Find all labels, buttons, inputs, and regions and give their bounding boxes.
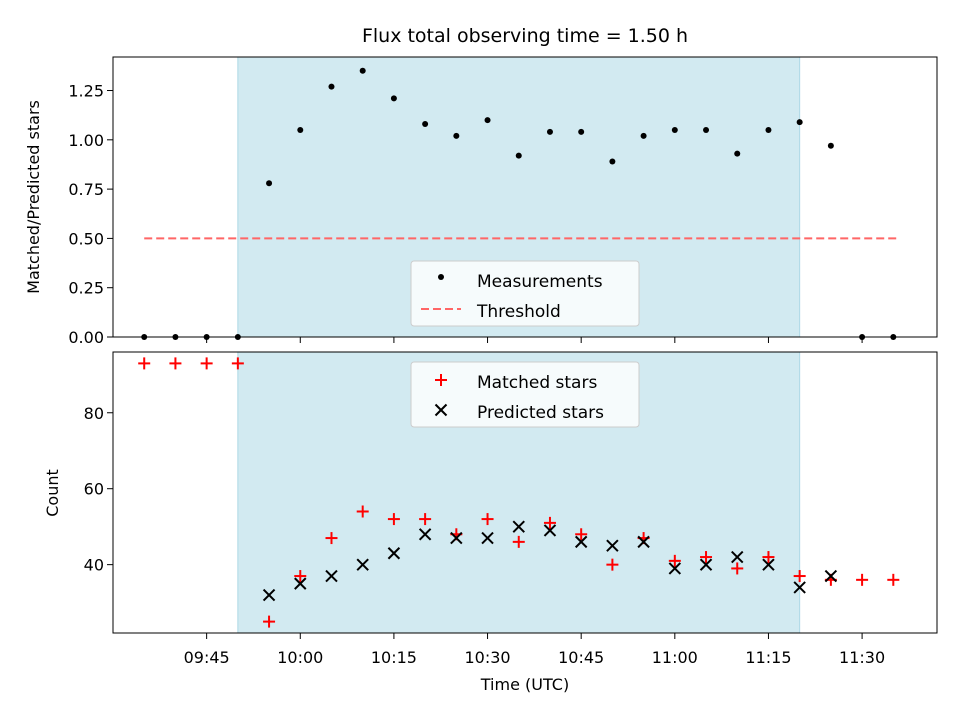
ratio-y-tick-label: 1.25 <box>68 82 104 101</box>
legend-label: Measurements <box>477 272 603 292</box>
matched-star-point <box>138 357 151 370</box>
legend-marker <box>435 374 447 386</box>
x-tick-label: 11:15 <box>745 648 791 667</box>
matched-star-point <box>294 570 307 583</box>
matched-star-point <box>481 513 494 526</box>
measurement-point <box>796 119 803 126</box>
matched-star-point <box>575 528 588 541</box>
count-panel-frame <box>112 351 938 634</box>
predicted-star-point <box>450 531 463 545</box>
matched-star-point <box>887 573 900 586</box>
matched-star-point <box>512 535 525 548</box>
x-tick-label: 10:15 <box>371 648 417 667</box>
ratio-panel-frame <box>112 56 938 338</box>
measurement-point <box>453 132 460 139</box>
matched-star-point <box>856 573 869 586</box>
predicted-star-point <box>824 569 838 583</box>
measurement-point <box>671 126 678 133</box>
matched-star-point <box>231 357 244 370</box>
count-y-tick-label: 60 <box>84 480 104 499</box>
matched-star-point <box>793 570 806 583</box>
predicted-star-point <box>356 558 369 571</box>
x-tick-label: 10:45 <box>558 648 604 667</box>
x-tick-label: 10:30 <box>464 648 510 667</box>
predicted-star-point <box>762 558 775 571</box>
count-legend: Matched stars Predicted stars <box>410 361 640 428</box>
measurement-point <box>359 67 366 74</box>
legend-label: Predicted stars <box>477 403 604 423</box>
predicted-star-point <box>325 569 338 583</box>
matched-star-point <box>606 558 619 571</box>
legend-label: Matched stars <box>477 373 597 393</box>
measurement-point <box>703 126 710 133</box>
measurement-point <box>609 158 616 165</box>
legend-label: Threshold <box>476 302 561 322</box>
ratio-y-axis-label: Matched/Predicted stars <box>24 100 43 294</box>
ratio-y-tick-label: 0.25 <box>68 279 104 298</box>
ratio-y-tick-label: 0.75 <box>68 180 104 199</box>
matched-star-point <box>387 513 400 526</box>
predicted-star-point <box>637 535 650 549</box>
legend-marker <box>434 403 448 417</box>
matched-star-point <box>668 554 681 567</box>
measurement-point <box>297 126 304 133</box>
measurement-point <box>484 117 491 124</box>
measurement-point <box>515 152 522 159</box>
x-tick-label: 10:00 <box>277 648 323 667</box>
legend-box <box>410 260 640 327</box>
ratio-panel: 0.00 0.25 0.50 0.75 1.00 1.25 Flux total obse… <box>24 25 938 347</box>
ratio-y-tick-label: 0.50 <box>68 229 104 248</box>
measurement-point <box>640 132 647 139</box>
ratio-y-tick-label: 0.00 <box>68 328 104 347</box>
predicted-star-point <box>418 528 432 541</box>
measurement-point <box>390 95 397 102</box>
matched-star-point <box>762 551 775 564</box>
predicted-star-point <box>699 558 713 571</box>
x-tick-label: 09:45 <box>184 648 230 667</box>
count-y-tick-label: 40 <box>84 556 104 575</box>
predicted-star-point <box>481 531 494 545</box>
predicted-star-point <box>512 520 525 533</box>
matched-star-point <box>263 615 276 628</box>
measurement-point <box>734 150 741 157</box>
predicted-star-point <box>262 588 276 602</box>
x-tick-label: 11:30 <box>839 648 885 667</box>
matched-star-point <box>543 516 556 529</box>
matched-star-point <box>356 505 369 518</box>
measurement-point <box>827 142 834 149</box>
measurement-point <box>422 121 429 128</box>
predicted-star-point <box>574 535 588 549</box>
count-panel: 40 60 80 09:45 10:00 10:15 10:30 10:45 11:00 11:… <box>43 351 938 694</box>
chart-title: Flux total observing time = 1.50 h <box>362 25 688 47</box>
count-y-axis-label: Count <box>43 469 62 517</box>
ratio-legend: Measurements Threshold <box>410 260 640 327</box>
matched-star-point <box>325 532 338 545</box>
predicted-star-point <box>606 539 619 552</box>
predicted-star-point <box>543 524 557 537</box>
matched-star-point <box>200 357 213 370</box>
matched-star-point <box>731 562 744 575</box>
matched-star-point <box>700 551 713 564</box>
legend-marker <box>438 274 444 280</box>
predicted-star-point <box>668 562 682 575</box>
matched-star-point <box>169 357 182 370</box>
count-y-tick-label: 80 <box>84 404 104 423</box>
predicted-star-point <box>731 550 744 564</box>
x-tick-label: 11:00 <box>652 648 698 667</box>
measurement-point <box>546 128 553 135</box>
legend-box <box>410 361 640 428</box>
measurement-point <box>328 83 335 90</box>
matched-star-point <box>419 513 432 526</box>
measurement-point <box>765 126 772 133</box>
x-axis-label: Time (UTC) <box>480 675 569 694</box>
measurement-point <box>266 180 273 187</box>
ratio-y-tick-label: 1.00 <box>68 131 104 150</box>
measurement-point <box>578 128 585 135</box>
predicted-star-point <box>294 577 307 590</box>
predicted-star-point <box>387 547 401 560</box>
predicted-star-point <box>793 581 806 594</box>
